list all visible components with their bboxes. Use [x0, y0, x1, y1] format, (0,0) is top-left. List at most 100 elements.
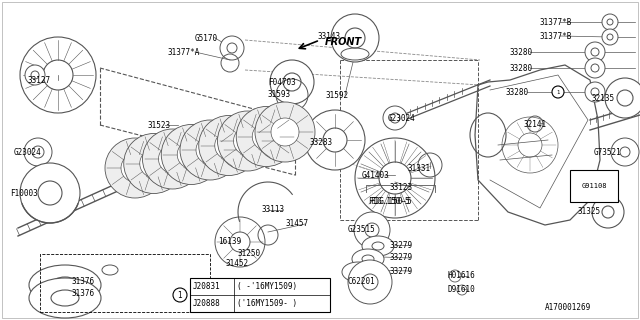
- Ellipse shape: [602, 206, 614, 218]
- Text: F10003: F10003: [10, 188, 38, 197]
- Ellipse shape: [390, 113, 400, 123]
- Ellipse shape: [252, 123, 280, 150]
- Ellipse shape: [51, 290, 79, 306]
- Text: 33280: 33280: [505, 87, 528, 97]
- Text: 31331: 31331: [408, 164, 431, 172]
- Text: G41403: G41403: [362, 171, 390, 180]
- Circle shape: [552, 86, 564, 98]
- Ellipse shape: [352, 268, 364, 276]
- Ellipse shape: [25, 65, 45, 85]
- Ellipse shape: [585, 42, 605, 62]
- Ellipse shape: [362, 255, 374, 263]
- Ellipse shape: [29, 278, 101, 318]
- Ellipse shape: [234, 127, 262, 155]
- Bar: [570, 170, 618, 202]
- Text: 31523: 31523: [148, 121, 171, 130]
- Text: 33280: 33280: [510, 47, 533, 57]
- Text: 33279: 33279: [390, 241, 413, 250]
- Text: ('16MY1509- ): ('16MY1509- ): [237, 299, 297, 308]
- Ellipse shape: [605, 78, 640, 118]
- Text: 33279: 33279: [390, 267, 413, 276]
- Text: 32141: 32141: [524, 119, 547, 129]
- Ellipse shape: [143, 129, 202, 189]
- Bar: [190, 278, 330, 312]
- Text: 33143: 33143: [318, 31, 341, 41]
- Ellipse shape: [161, 124, 221, 185]
- Text: 31377*B: 31377*B: [540, 18, 572, 27]
- Ellipse shape: [602, 14, 618, 30]
- Ellipse shape: [383, 106, 407, 130]
- Ellipse shape: [362, 274, 378, 290]
- Ellipse shape: [180, 120, 240, 180]
- Ellipse shape: [591, 64, 599, 72]
- Ellipse shape: [236, 107, 296, 166]
- Ellipse shape: [352, 249, 384, 269]
- Ellipse shape: [323, 128, 347, 152]
- Text: 1: 1: [178, 291, 182, 300]
- Text: C62201: C62201: [348, 277, 376, 286]
- Text: J20888: J20888: [193, 299, 221, 308]
- Ellipse shape: [140, 149, 168, 178]
- Text: 31377*B: 31377*B: [540, 31, 572, 41]
- Text: FIG.150-5: FIG.150-5: [368, 197, 410, 206]
- Ellipse shape: [177, 140, 205, 169]
- Text: 33127: 33127: [28, 76, 51, 84]
- Text: 33113: 33113: [262, 205, 285, 214]
- Ellipse shape: [271, 118, 299, 146]
- Text: ( -'16MY1509): ( -'16MY1509): [237, 282, 297, 291]
- Ellipse shape: [372, 242, 384, 250]
- Text: 31593: 31593: [268, 90, 291, 99]
- Ellipse shape: [585, 82, 605, 102]
- Ellipse shape: [215, 132, 243, 159]
- Text: 33280: 33280: [510, 63, 533, 73]
- Text: FIG.150-5: FIG.150-5: [370, 197, 412, 206]
- Ellipse shape: [121, 154, 149, 182]
- Text: G91108: G91108: [581, 183, 607, 189]
- Ellipse shape: [602, 29, 618, 45]
- Text: 31376: 31376: [72, 277, 95, 286]
- Ellipse shape: [305, 110, 365, 170]
- Text: A170001269: A170001269: [545, 303, 591, 313]
- Ellipse shape: [255, 102, 315, 162]
- Text: 31376: 31376: [72, 289, 95, 298]
- Text: F04703: F04703: [268, 77, 296, 86]
- Text: 31592: 31592: [325, 91, 348, 100]
- Text: G73521: G73521: [594, 148, 621, 156]
- Ellipse shape: [32, 146, 44, 158]
- Text: J20831: J20831: [193, 282, 221, 291]
- Circle shape: [173, 288, 187, 302]
- Text: H01616: H01616: [448, 271, 476, 281]
- Ellipse shape: [354, 212, 390, 248]
- Text: G23515: G23515: [348, 226, 376, 235]
- Ellipse shape: [38, 181, 62, 205]
- Ellipse shape: [365, 223, 379, 237]
- Text: 33123: 33123: [390, 182, 413, 191]
- Ellipse shape: [362, 236, 394, 256]
- Ellipse shape: [617, 90, 633, 106]
- Text: 16139: 16139: [218, 237, 241, 246]
- Ellipse shape: [620, 147, 630, 157]
- Ellipse shape: [105, 138, 165, 198]
- Text: 31452: 31452: [225, 259, 248, 268]
- Ellipse shape: [607, 34, 613, 40]
- Text: G23024: G23024: [388, 114, 416, 123]
- Ellipse shape: [159, 145, 186, 173]
- Text: FRONT: FRONT: [325, 37, 362, 47]
- Ellipse shape: [283, 73, 301, 91]
- Ellipse shape: [31, 71, 39, 79]
- Ellipse shape: [20, 163, 80, 223]
- Ellipse shape: [270, 60, 314, 104]
- Ellipse shape: [331, 14, 379, 62]
- Text: G23024: G23024: [14, 148, 42, 156]
- Ellipse shape: [24, 138, 52, 166]
- Ellipse shape: [199, 116, 259, 175]
- Text: 33279: 33279: [390, 253, 413, 262]
- Ellipse shape: [592, 196, 624, 228]
- Ellipse shape: [585, 58, 605, 78]
- Ellipse shape: [196, 136, 224, 164]
- Text: 1: 1: [556, 90, 560, 94]
- Ellipse shape: [591, 88, 599, 96]
- Text: 31377*A: 31377*A: [168, 47, 200, 57]
- Text: D91610: D91610: [448, 285, 476, 294]
- Ellipse shape: [51, 277, 79, 293]
